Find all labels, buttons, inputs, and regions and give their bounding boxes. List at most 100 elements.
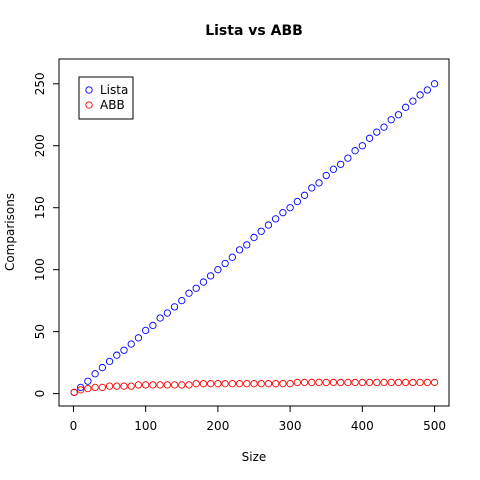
data-point (127, 340, 135, 348)
data-point (77, 386, 85, 394)
data-point (163, 381, 171, 389)
data-point (127, 382, 135, 390)
data-point (300, 378, 309, 387)
plot-frame (58, 58, 450, 407)
data-point (142, 381, 150, 389)
data-point (279, 380, 287, 388)
data-point (199, 278, 208, 286)
x-tick-label: 400 (351, 419, 374, 433)
legend-box (78, 76, 134, 120)
data-point (221, 259, 229, 268)
data-point (358, 142, 366, 150)
data-point (214, 380, 222, 388)
data-point (322, 378, 330, 387)
data-point (264, 221, 273, 229)
data-point (120, 382, 128, 390)
legend-item-lista: Lista (85, 83, 128, 97)
data-point (308, 184, 316, 192)
data-point (373, 378, 381, 387)
data-point (149, 321, 157, 330)
data-point (279, 209, 287, 217)
series-abb (70, 378, 439, 397)
chart-title: Lista vs ABB (205, 23, 303, 39)
data-point (387, 378, 395, 387)
data-point (315, 179, 323, 187)
data-point (409, 97, 417, 105)
legend-marker (85, 86, 93, 94)
x-tick-label: 200 (206, 419, 229, 433)
data-point (344, 154, 352, 162)
y-tick-label: 100 (33, 258, 47, 281)
data-point (84, 384, 92, 393)
data-point (373, 128, 381, 136)
data-point (84, 377, 92, 385)
data-point (409, 378, 417, 387)
data-point (178, 381, 186, 389)
data-point (416, 91, 424, 99)
legend-item-abb: ABB (85, 98, 125, 112)
x-tick-label: 300 (279, 419, 302, 433)
data-point (416, 378, 424, 387)
y-tick-label: 50 (33, 324, 47, 339)
data-point (113, 382, 121, 390)
data-point (351, 378, 359, 387)
data-point (228, 253, 236, 261)
data-point (257, 380, 265, 388)
data-point (344, 378, 352, 387)
data-point (329, 165, 338, 173)
data-point (286, 204, 294, 212)
data-point (430, 80, 439, 88)
legend-marker (85, 101, 93, 109)
data-point (98, 383, 106, 392)
y-tick-label: 0 (33, 390, 47, 398)
data-point (156, 314, 164, 322)
data-point (430, 378, 439, 387)
data-point (91, 383, 99, 392)
data-point (250, 380, 258, 388)
data-point (134, 381, 143, 389)
y-tick-label: 150 (33, 196, 47, 219)
data-point (207, 272, 215, 280)
data-point (272, 380, 280, 388)
data-point (329, 378, 338, 387)
data-point (185, 381, 193, 389)
y-tick-label: 200 (33, 134, 47, 157)
data-point (192, 380, 200, 388)
data-point (105, 382, 114, 390)
data-point (264, 380, 273, 388)
y-tick-label: 250 (33, 72, 47, 95)
data-point (351, 147, 359, 155)
data-point (272, 215, 280, 223)
data-point (98, 363, 106, 372)
series-lista (70, 80, 439, 397)
data-point (293, 197, 301, 206)
data-point (322, 171, 330, 180)
data-point (199, 380, 208, 388)
data-point (315, 378, 323, 387)
data-point (423, 378, 431, 387)
x-axis-label: Size (242, 450, 267, 464)
data-point (178, 297, 186, 305)
data-point (257, 227, 265, 235)
data-point (214, 266, 222, 274)
data-point (70, 388, 78, 397)
x-tick-label: 100 (134, 419, 157, 433)
data-point (308, 378, 316, 387)
data-point (120, 346, 128, 354)
data-point (134, 334, 143, 342)
data-point (337, 160, 345, 168)
data-point (105, 357, 114, 366)
data-point (170, 303, 179, 311)
data-point (394, 111, 403, 119)
data-point (402, 378, 410, 387)
data-point (235, 246, 244, 254)
data-point (250, 233, 258, 242)
data-point (170, 381, 179, 389)
data-point (337, 378, 345, 387)
data-point (293, 378, 301, 387)
x-tick-label: 0 (70, 419, 78, 433)
data-point (228, 380, 236, 388)
data-point (207, 380, 215, 388)
